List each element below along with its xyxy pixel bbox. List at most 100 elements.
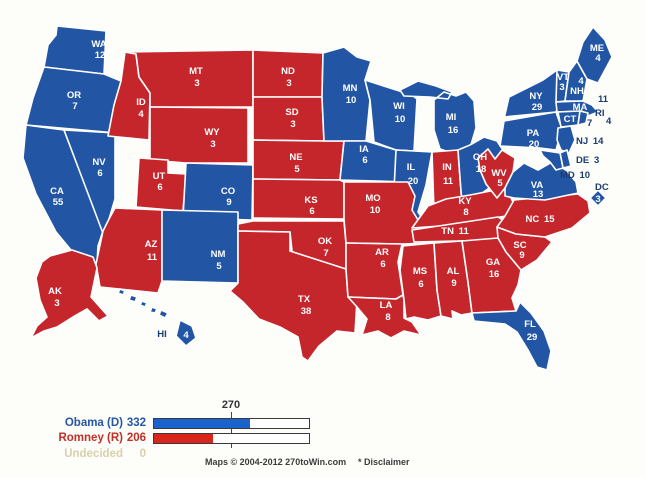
state-nh[interactable] [564,60,588,102]
state-ev-co: 9 [226,197,231,208]
state-mn[interactable] [321,46,372,142]
state-label-nd: ND [281,66,295,77]
state-label-ks: KS [304,195,317,206]
state-label-la: LA [380,300,393,311]
state-label-va: VA [531,180,544,191]
state-label-ga: GA [486,257,500,268]
state-fl[interactable] [471,301,552,371]
state-ev-vt: 3 [559,82,564,93]
state-ev-ar: 6 [380,259,385,270]
state-ev-id: 4 [138,109,144,120]
state-label-wa: WA [91,39,106,50]
state-ev-la: 8 [385,312,390,323]
state-ev-nh: 4 [578,76,584,87]
state-label-dc: DC [595,182,609,193]
state-ev-ne: 5 [294,164,300,175]
state-ev-ut: 6 [157,182,162,193]
state-labels-layer: WA 12 OR 7 CA 55 NV 6 ID 4 MT 3 WY 3 UT … [48,39,612,343]
us-electoral-map: WA 12 OR 7 CA 55 NV 6 ID 4 MT 3 WY 3 UT … [22,25,613,371]
state-ev-ca: 55 [53,197,64,208]
state-wy[interactable] [149,106,249,164]
romney-ev-bar [153,433,310,444]
state-label-fl: FL [524,319,536,330]
state-label-il: IL [407,162,416,173]
state-label-ne: NE [289,152,302,163]
obama-label: Obama (D) [64,417,123,429]
state-label-mt: MT [189,66,203,77]
state-label-ia: IA [359,144,369,155]
obama-ev-bar-fill [154,419,250,428]
state-label-ak: AK [48,286,62,297]
state-label-sd: SD [285,107,298,118]
romney-ev-total: 206 [126,432,146,444]
state-ev-pa: 20 [529,139,540,150]
state-ev-ri: 4 [606,116,612,127]
state-dc[interactable] [589,189,607,207]
state-label-az: AZ [145,239,158,250]
state-ev-in: 11 [443,176,454,187]
state-ev-nd: 3 [286,78,291,89]
state-label-or: OR [67,90,81,101]
state-ak[interactable] [30,249,109,339]
state-label-nc: NC 15 [525,214,555,225]
state-ev-ms: 6 [418,279,423,290]
state-ev-mi: 16 [448,125,459,136]
state-ev-ia: 6 [362,155,367,166]
state-va[interactable] [504,161,579,201]
state-nv[interactable] [63,129,116,237]
state-ev-me: 4 [595,53,601,64]
state-label-md: MD 10 [560,170,590,181]
state-co[interactable] [182,162,254,221]
state-label-vt: VT [557,72,569,83]
state-ev-va: 13 [533,189,544,200]
state-label-de: DE [576,155,589,166]
obama-ev-bar [153,418,310,429]
threshold-270-line [231,412,232,448]
state-md[interactable] [539,149,564,171]
copyright-text: Maps © 2004-2012 270toWin.com [205,457,347,467]
state-ev-wi: 10 [395,114,406,125]
state-label-tx: TX [298,294,311,305]
state-nj[interactable] [556,125,576,154]
disclaimer-link[interactable]: * Disclaimer [358,457,410,467]
state-ev-mt: 3 [194,78,199,89]
state-ev-ks: 6 [309,206,314,217]
state-tx[interactable] [229,230,358,362]
state-label-ca: CA [50,186,64,197]
state-ri[interactable] [577,110,589,126]
state-ev-oh: 18 [476,164,487,175]
state-ks[interactable] [252,178,345,220]
state-label-ut: UT [153,171,166,182]
state-label-tn: TN 11 [441,226,469,237]
state-label-pa: PA [527,128,540,139]
state-ev-az: 11 [147,252,158,263]
state-label-mi: MI [446,112,457,123]
threshold-270-label: 270 [221,399,241,411]
state-sd[interactable] [252,96,325,142]
state-ev-mo: 10 [370,205,381,216]
state-me[interactable] [576,26,613,84]
state-ev-tx: 38 [301,306,312,317]
state-ev-fl: 29 [527,332,538,343]
undecided-ev-total: 0 [139,448,146,460]
results-legend: 270 Obama (D) 332 Romney (R) 206 Undecid… [0,395,645,477]
state-ev-ak: 3 [54,298,59,309]
state-hi[interactable] [117,288,197,347]
states-layer [22,25,613,371]
state-label-mo: MO [365,193,380,204]
state-ev-wy: 3 [210,139,215,150]
state-label-ct: CT [564,114,577,125]
state-ev-ky: 8 [463,207,468,218]
state-ev-ok: 7 [323,248,328,259]
state-label-ok: OK [318,236,332,247]
state-ev-ny: 29 [532,102,543,113]
state-nm[interactable] [161,209,239,284]
state-label-ms: MS [413,266,427,277]
state-ev-ma: 11 [598,94,609,105]
state-label-ri: RI [595,108,605,119]
state-label-me: ME [590,43,604,54]
state-mi[interactable] [399,80,477,154]
state-label-oh: OH [473,152,487,163]
state-ev-nv: 6 [97,168,102,179]
